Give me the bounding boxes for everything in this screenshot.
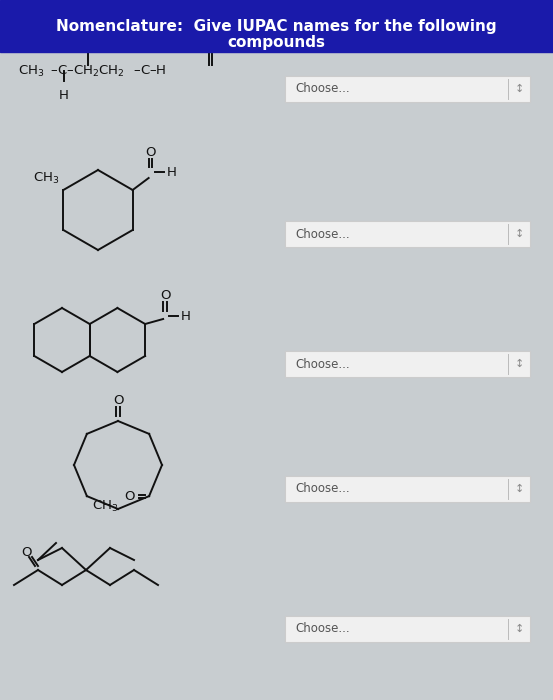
Text: ↕: ↕ <box>514 359 524 369</box>
Text: O: O <box>113 394 123 407</box>
Bar <box>285 476 530 502</box>
Text: –: – <box>66 64 72 78</box>
Text: –: – <box>50 64 56 78</box>
Text: H: H <box>59 89 69 102</box>
Text: $\mathregular{CH_3}$: $\mathregular{CH_3}$ <box>33 171 59 186</box>
Text: ↕: ↕ <box>514 484 524 494</box>
Text: C: C <box>57 64 66 78</box>
Bar <box>285 76 530 102</box>
Text: O: O <box>124 489 135 503</box>
Text: O: O <box>160 289 170 302</box>
Bar <box>285 351 530 377</box>
Text: ↕: ↕ <box>514 624 524 634</box>
Text: Choose...: Choose... <box>295 622 349 636</box>
Text: O: O <box>205 39 215 52</box>
Text: –: – <box>133 64 139 78</box>
Text: ↕: ↕ <box>514 84 524 94</box>
Bar <box>0 0 553 52</box>
Text: H: H <box>156 64 166 78</box>
Text: Choose...: Choose... <box>295 358 349 370</box>
Text: $\mathregular{CH_3}$: $\mathregular{CH_3}$ <box>92 499 118 514</box>
Text: Choose...: Choose... <box>295 83 349 95</box>
Text: O: O <box>21 545 32 559</box>
Text: $\mathregular{CH_2CH_2}$: $\mathregular{CH_2CH_2}$ <box>73 64 125 78</box>
Text: $\mathregular{CH_3}$: $\mathregular{CH_3}$ <box>75 37 101 52</box>
Text: Choose...: Choose... <box>295 482 349 496</box>
Text: ↕: ↕ <box>514 229 524 239</box>
Text: –: – <box>149 64 155 78</box>
Text: H: H <box>166 165 176 178</box>
Text: Nomenclature:  Give IUPAC names for the following: Nomenclature: Give IUPAC names for the f… <box>56 18 496 34</box>
Text: $\mathregular{CH_3}$: $\mathregular{CH_3}$ <box>18 64 44 78</box>
Text: compounds: compounds <box>227 36 325 50</box>
Bar <box>285 221 530 247</box>
Text: Choose...: Choose... <box>295 228 349 241</box>
Text: C: C <box>140 64 149 78</box>
Text: O: O <box>145 146 156 159</box>
Text: H: H <box>181 309 191 323</box>
Bar <box>285 616 530 642</box>
